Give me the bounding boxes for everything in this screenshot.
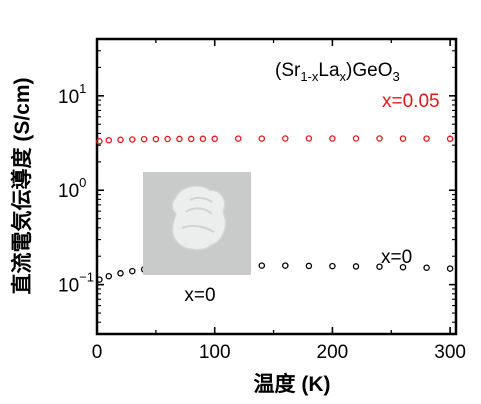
data-point: [152, 135, 160, 143]
axis-ticks: 0 100 200 300 10−1 100 101: [58, 38, 466, 363]
series-x=0.05: [96, 135, 454, 145]
data-point: [282, 262, 289, 269]
data-point: [234, 135, 242, 142]
data-point: [199, 135, 207, 143]
data-point: [423, 135, 430, 142]
data-point: [352, 263, 360, 270]
x-tick-label: 300: [434, 342, 466, 363]
data-point: [282, 135, 289, 142]
data-point: [129, 136, 136, 143]
data-point: [399, 135, 407, 142]
sample-pellet-shape: [171, 185, 227, 251]
data-point: [164, 135, 171, 143]
data-point: [105, 272, 113, 280]
inset-label: x=0: [184, 285, 215, 306]
series-label-x0: x=0: [381, 247, 412, 268]
data-point: [399, 263, 407, 271]
data-point: [258, 135, 266, 142]
data-point: [96, 138, 103, 145]
data-point: [446, 265, 454, 272]
data-point: [423, 264, 430, 271]
data-point: [446, 135, 454, 143]
data-point: [258, 262, 266, 269]
y-tick-label: 101: [58, 81, 86, 108]
y-tick-label: 100: [58, 175, 86, 202]
sample-photo-inset: [143, 172, 251, 275]
data-point: [352, 135, 360, 142]
data-point: [96, 276, 103, 283]
data-point: [117, 270, 124, 277]
data-point: [117, 136, 124, 144]
x-tick-label: 200: [317, 342, 349, 363]
data-point: [376, 135, 383, 142]
data-point: [305, 135, 313, 142]
data-point: [140, 135, 148, 143]
data-point: [329, 262, 336, 270]
x-axis-title: 温度 (K): [254, 372, 331, 396]
data-point: [305, 262, 313, 270]
data-point: [176, 135, 183, 143]
x-tick-label: 0: [92, 342, 103, 363]
data-point: [187, 135, 195, 143]
data-point: [211, 135, 218, 143]
y-tick-label: 10−1: [58, 270, 94, 297]
y-axis-title: 直流電気伝導度 (S/cm): [10, 77, 34, 294]
plot-frame: [95, 37, 458, 336]
data-point: [376, 263, 383, 270]
compound-formula: (Sr1-xLax)GeO3: [275, 60, 400, 84]
data-point: [105, 137, 113, 144]
data-point: [129, 267, 136, 275]
series-layer: [96, 135, 454, 283]
series-label-x005: x=0.05: [382, 91, 440, 112]
data-point: [329, 135, 336, 142]
x-tick-label: 100: [199, 342, 231, 363]
